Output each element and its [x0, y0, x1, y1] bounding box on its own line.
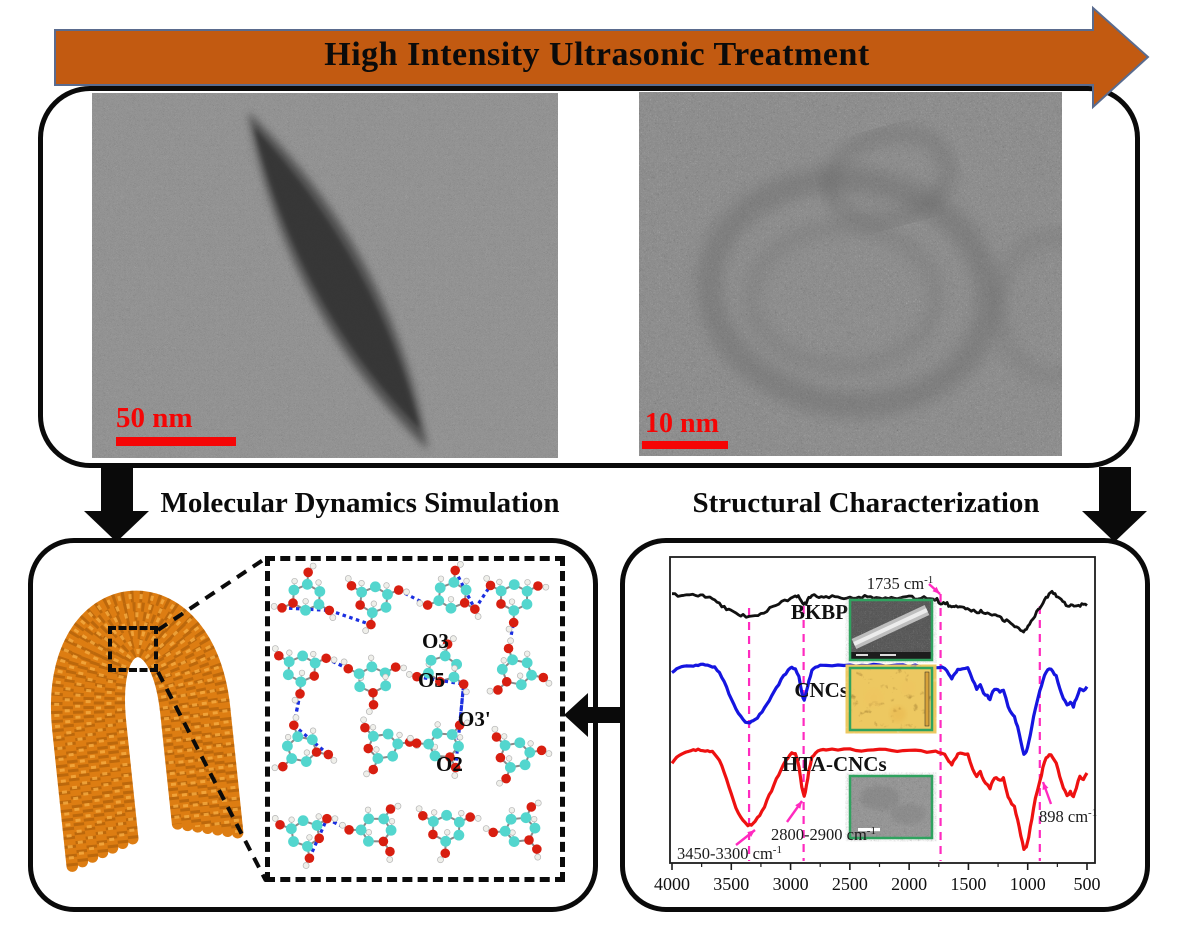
banner-title: High Intensity Ultrasonic Treatment — [324, 36, 870, 73]
x-axis: 4000 3500 3000 2500 2000 1500 1000 500 — [654, 863, 1101, 894]
scale-bar-right — [642, 441, 728, 449]
svg-text:1500: 1500 — [950, 874, 986, 894]
svg-text:3000: 3000 — [773, 874, 809, 894]
series-label-BKBP: BKBP — [791, 600, 848, 624]
cnc-fibril-model — [50, 590, 244, 872]
scale-bar-label-left: 50 nm — [116, 402, 193, 434]
series-label-CNCs: CNCs — [794, 678, 848, 702]
annotation-898: 898 cm-1 — [1039, 807, 1097, 826]
fibril-strands — [50, 590, 244, 872]
svg-text:3500: 3500 — [713, 874, 749, 894]
annotation-1735: 1735 cm-1 — [867, 574, 933, 593]
scale-bar-label-right: 10 nm — [645, 408, 719, 439]
oxygen-site-label: O3' — [458, 707, 491, 731]
chart-frame — [669, 556, 1096, 864]
oxygen-site-label: O5 — [418, 668, 445, 692]
cellulose-hbond-network: O3 O5 O3' O2 — [270, 561, 553, 869]
label-md-simulation: Molecular Dynamics Simulation — [160, 487, 560, 519]
lattice-ring-shape — [696, 166, 1002, 418]
label-structural-characterization: Structural Characterization — [692, 487, 1040, 519]
annotation-3350: 3450-3300 cm-1 — [677, 844, 782, 863]
svg-text:1000: 1000 — [1010, 874, 1046, 894]
scale-bar-left — [116, 437, 236, 446]
ftir-curve-BKBP — [672, 590, 1088, 634]
ftir-chart: 4000 3500 3000 2500 2000 1500 1000 500 BKBP CNCs H… — [654, 556, 1101, 894]
banner-arrow — [54, 5, 1150, 110]
inset-sem-fiber — [850, 600, 932, 660]
oxygen-site-label: O2 — [436, 752, 463, 776]
down-arrow-right-icon — [1082, 467, 1147, 542]
svg-text:2500: 2500 — [832, 874, 868, 894]
inset-tem-gray — [850, 776, 932, 838]
banner-arrow-shape — [54, 5, 1150, 110]
oxygen-site-label: O3 — [422, 629, 449, 653]
annotation-2890: 2800-2900 cm-1 — [771, 825, 876, 844]
ftir-curve-HTA-CNCs — [670, 747, 1089, 851]
svg-text:2000: 2000 — [891, 874, 927, 894]
down-arrow-left-icon — [84, 467, 149, 542]
zoom-connector-lines — [156, 556, 268, 882]
zoom-region-rect — [108, 626, 158, 672]
inset-afm-gold — [850, 668, 932, 730]
svg-text:500: 500 — [1074, 874, 1101, 894]
hrtem-image-lattice — [639, 92, 1062, 456]
svg-text:4000: 4000 — [654, 874, 690, 894]
series-label-HTA-CNCs: HTA-CNCs — [782, 752, 887, 776]
tem-image-cnc-spindle — [92, 93, 558, 458]
atoms — [270, 561, 553, 869]
double-arrow-icon — [564, 693, 664, 737]
